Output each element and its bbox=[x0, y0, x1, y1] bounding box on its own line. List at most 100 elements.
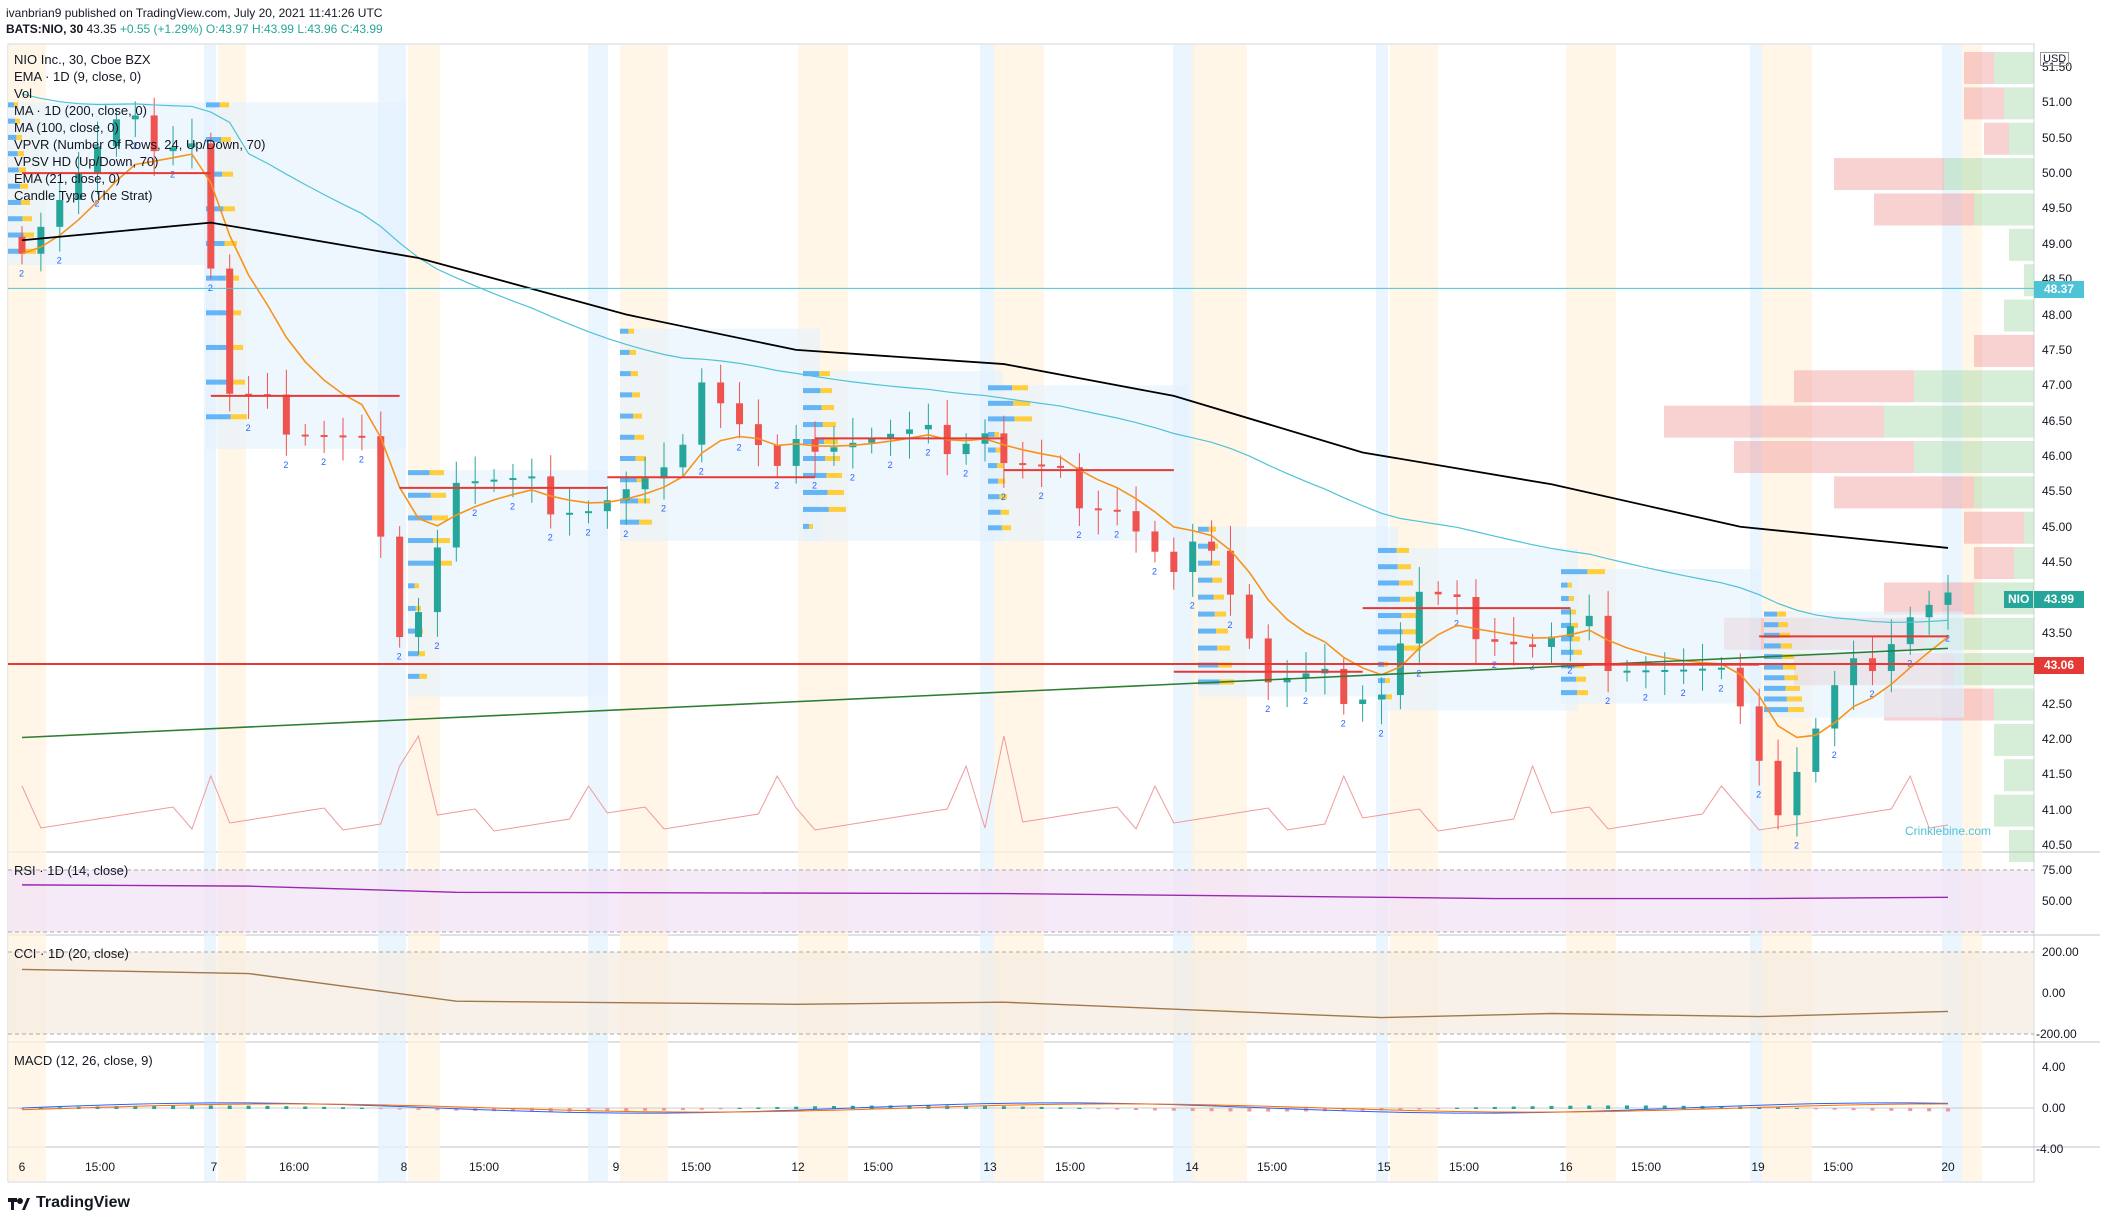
macd-hist-bar bbox=[605, 1108, 610, 1112]
candle-body bbox=[1019, 463, 1027, 466]
macd-hist-bar bbox=[152, 1105, 157, 1109]
session-profile-box bbox=[206, 102, 406, 449]
session-profile-up bbox=[1198, 543, 1210, 549]
candle-body bbox=[1566, 626, 1574, 637]
macd-hist-bar bbox=[1606, 1105, 1611, 1109]
vpvr-down-bar bbox=[1734, 441, 1914, 473]
session-profile-down bbox=[1780, 643, 1792, 649]
session-profile-up bbox=[988, 509, 1001, 515]
strat-label: 2 bbox=[888, 460, 893, 470]
time-tick-label: 15:00 bbox=[468, 1160, 500, 1174]
candle-body bbox=[471, 481, 479, 484]
vpvr-down-bar bbox=[1794, 370, 1914, 403]
macd-hist-bar bbox=[1322, 1108, 1327, 1112]
session-profile-down bbox=[1571, 622, 1578, 628]
legend-indicator[interactable]: MA · 1D (200, close, 0) bbox=[14, 103, 147, 118]
legend-indicator[interactable]: Vol bbox=[14, 86, 33, 101]
macd-hist-bar bbox=[1247, 1108, 1252, 1112]
session-profile-down bbox=[222, 171, 233, 177]
session-profile-up bbox=[206, 275, 226, 281]
session-profile-up bbox=[408, 628, 417, 634]
macd-hist-bar bbox=[1757, 1107, 1762, 1109]
vpvr-up-bar bbox=[1974, 476, 2034, 509]
ma200-daily-line bbox=[21, 221, 1949, 549]
legend-indicator[interactable]: MA (100, close, 0) bbox=[14, 120, 119, 135]
legend-indicator[interactable]: VPVR (Number Of Rows, 24, Up/Down, 70) bbox=[14, 137, 266, 152]
strat-label: 2 bbox=[170, 169, 175, 179]
session-profile-down bbox=[633, 413, 642, 419]
macd-hist-bar bbox=[907, 1105, 912, 1109]
session-profile-up bbox=[206, 206, 224, 212]
candle-body bbox=[1208, 541, 1216, 551]
candle-body bbox=[1793, 771, 1801, 816]
session-profile-up bbox=[1764, 611, 1778, 617]
session-profile-down bbox=[1211, 560, 1220, 566]
vpvr-up-bar bbox=[1884, 405, 2034, 438]
strat-label: 2 bbox=[1832, 750, 1837, 760]
vpvr-down-bar bbox=[1984, 122, 2009, 155]
strat-label: 2 bbox=[1945, 634, 1950, 644]
session-profile-down bbox=[995, 447, 1001, 453]
candle-body bbox=[18, 236, 26, 254]
strat-label: 2 bbox=[1227, 620, 1232, 630]
candle-body bbox=[415, 612, 423, 638]
legend-indicator[interactable]: EMA · 1D (9, close, 0) bbox=[14, 69, 142, 84]
legend-indicator[interactable]: EMA (21, close, 0) bbox=[14, 171, 121, 186]
time-tick-label: 9 bbox=[612, 1160, 620, 1174]
candle-body bbox=[112, 119, 120, 147]
legend-series-title[interactable]: NIO Inc., 30, Cboe BZX bbox=[14, 52, 151, 67]
price-tick-label: 48.00 bbox=[2042, 307, 2073, 322]
legend-indicator[interactable]: Candle Type (The Strat) bbox=[14, 188, 153, 203]
strat-label: 2 bbox=[1869, 689, 1874, 699]
session-profile-up bbox=[206, 344, 229, 350]
session-profile-down bbox=[819, 371, 830, 377]
session-profile-up bbox=[620, 328, 629, 334]
candle-body bbox=[1226, 550, 1234, 595]
session-profile-up bbox=[620, 519, 640, 525]
brand-name: TradingView bbox=[36, 1194, 130, 1211]
vpvr-up-bar bbox=[1994, 688, 2034, 721]
tradingview-brand[interactable]: TradingView bbox=[8, 1194, 130, 1212]
strat-label: 2 bbox=[1605, 696, 1610, 706]
price-tick-label: 42.00 bbox=[2042, 731, 2073, 746]
session-profile-down bbox=[1587, 569, 1605, 575]
macd-hist-bar bbox=[189, 1105, 194, 1109]
legend-indicator[interactable]: VPSV HD (Up/Down, 70) bbox=[14, 154, 159, 169]
price-tick-label: 46.50 bbox=[2042, 413, 2073, 428]
candle-body bbox=[1642, 670, 1650, 673]
macd-tick-label: 4.00 bbox=[2042, 1060, 2066, 1074]
macd-hist-bar bbox=[718, 1108, 723, 1110]
session-profile-down bbox=[1573, 649, 1582, 655]
vpvr-down-bar bbox=[1964, 52, 1994, 84]
macd-hist-bar bbox=[1398, 1108, 1403, 1110]
session-profile-down bbox=[634, 434, 644, 440]
candle-body bbox=[1453, 594, 1461, 597]
macd-hist-bar bbox=[1832, 1108, 1837, 1110]
session-profile-up bbox=[1561, 676, 1576, 682]
candle-body bbox=[320, 434, 328, 437]
hline-price-tag: 48.37 bbox=[2034, 281, 2084, 298]
strat-label: 2 bbox=[1152, 566, 1157, 576]
time-tick-label: 16 bbox=[1559, 1160, 1573, 1174]
candle-body bbox=[924, 424, 932, 430]
macd-title: MACD (12, 26, close, 9) bbox=[14, 1053, 153, 1068]
strat-label: 2 bbox=[246, 423, 251, 433]
macd-hist-bar bbox=[133, 1105, 138, 1109]
macd-hist-bar bbox=[435, 1108, 440, 1111]
time-tick-label: 20 bbox=[1941, 1160, 1955, 1174]
time-tick-label: 15:00 bbox=[680, 1160, 712, 1174]
cci-band bbox=[8, 952, 2034, 1034]
session-profile-up bbox=[1764, 685, 1786, 691]
macd-hist-bar bbox=[1719, 1106, 1724, 1109]
session-profile-down bbox=[820, 388, 832, 394]
macd-hist-bar bbox=[1908, 1108, 1913, 1112]
session-profile-down bbox=[418, 651, 425, 657]
session-profile-down bbox=[1396, 547, 1409, 553]
session-profile-down bbox=[821, 405, 834, 411]
macd-hist-bar bbox=[1266, 1108, 1271, 1112]
candle-body bbox=[1623, 670, 1631, 673]
session-profile-up bbox=[803, 489, 828, 495]
vpvr-up-bar bbox=[1914, 370, 2034, 403]
session-profile-up bbox=[620, 371, 631, 377]
